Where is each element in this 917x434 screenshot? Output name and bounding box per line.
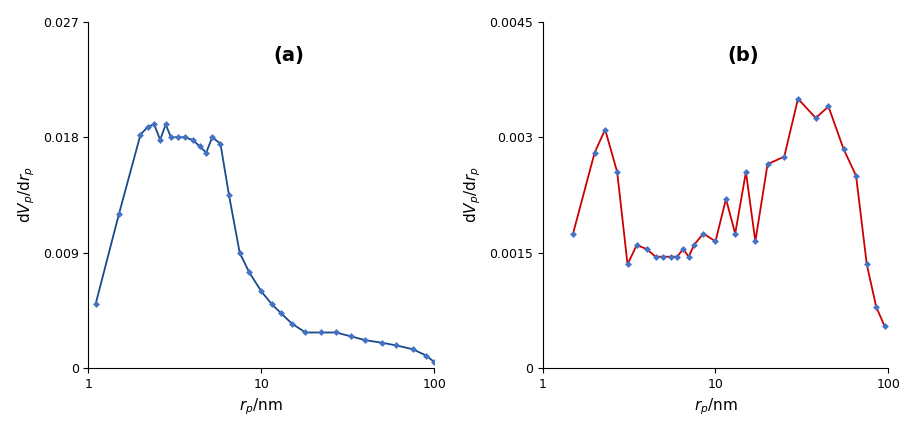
Text: (a): (a) bbox=[273, 46, 304, 65]
Y-axis label: d$V_p$/d$r_p$: d$V_p$/d$r_p$ bbox=[17, 167, 38, 224]
Y-axis label: d$V_p$/d$r_p$: d$V_p$/d$r_p$ bbox=[463, 167, 483, 224]
X-axis label: $r_p$/nm: $r_p$/nm bbox=[239, 397, 283, 418]
Text: (b): (b) bbox=[727, 46, 759, 65]
X-axis label: $r_p$/nm: $r_p$/nm bbox=[693, 397, 737, 418]
